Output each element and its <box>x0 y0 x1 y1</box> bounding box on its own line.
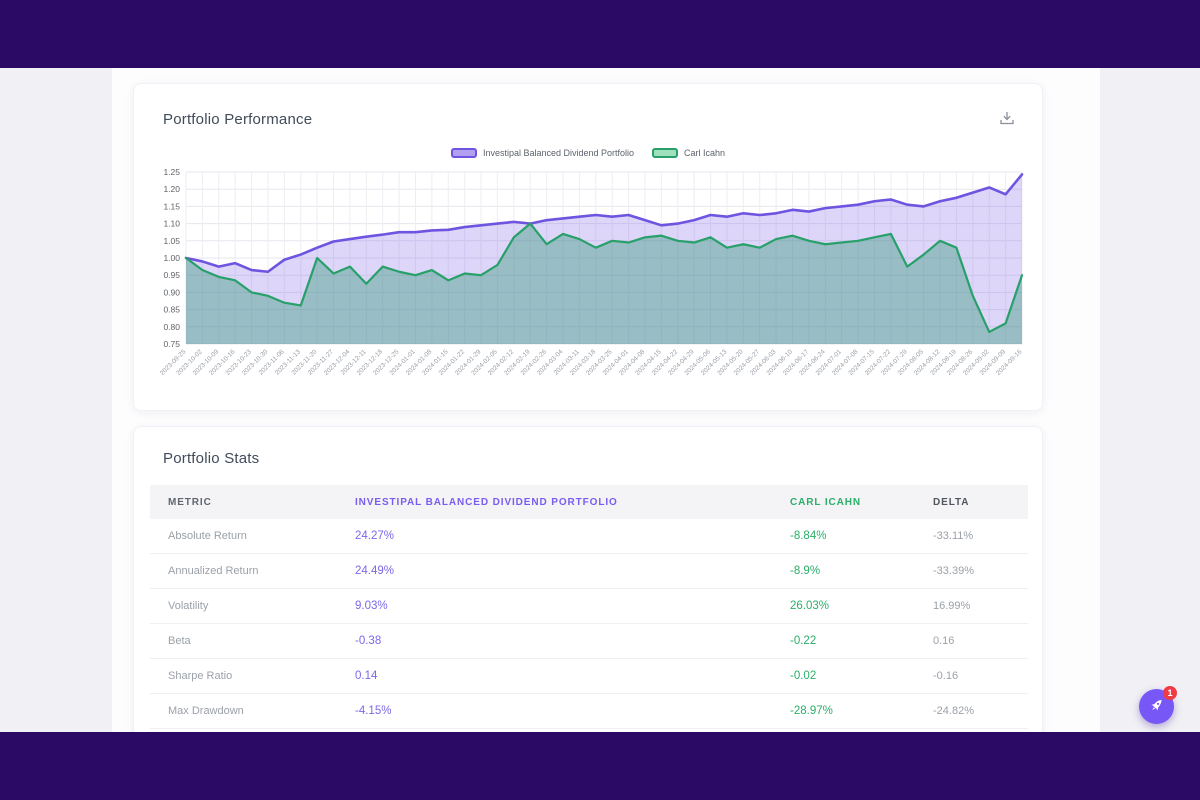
stats-table: METRIC INVESTIPAL BALANCED DIVIDEND PORT… <box>150 485 1028 729</box>
notification-badge: 1 <box>1163 686 1177 700</box>
legend-swatch-carl-icahn <box>652 148 679 158</box>
stats-card-title: Portfolio Stats <box>163 450 260 467</box>
table-row: Beta -0.38 -0.22 0.16 <box>150 624 1028 659</box>
svg-text:0.95: 0.95 <box>163 270 180 280</box>
delta-value: 0.16 <box>933 635 955 647</box>
carl-icahn-value: -0.22 <box>790 635 817 647</box>
portfolio-value: 24.27% <box>355 530 395 542</box>
rocket-icon <box>1148 697 1165 717</box>
download-button[interactable] <box>994 108 1020 132</box>
performance-card: Portfolio Performance Investipal Balance… <box>133 83 1043 411</box>
metric-label: Beta <box>168 635 191 647</box>
top-band <box>0 0 1200 68</box>
delta-value: -0.16 <box>933 670 959 682</box>
svg-text:1.20: 1.20 <box>163 184 180 194</box>
portfolio-value: -0.38 <box>355 635 382 647</box>
legend-label-portfolio: Investipal Balanced Dividend Portfolio <box>482 148 635 158</box>
metric-label: Annualized Return <box>168 565 259 577</box>
metric-label: Absolute Return <box>168 530 247 542</box>
legend-item-carl-icahn[interactable]: Carl Icahn <box>652 148 725 158</box>
carl-icahn-value: 26.03% <box>790 600 830 612</box>
portfolio-value: 24.49% <box>355 565 395 577</box>
delta-value: -33.39% <box>933 565 974 577</box>
delta-value: 16.99% <box>933 600 971 612</box>
carl-icahn-value: -28.97% <box>790 705 833 717</box>
header-portfolio: INVESTIPAL BALANCED DIVIDEND PORTFOLIO <box>355 496 618 508</box>
header-carl-icahn: CARL ICAHN <box>790 496 862 508</box>
performance-card-title: Portfolio Performance <box>163 111 313 128</box>
table-row: Annualized Return 24.49% -8.9% -33.39% <box>150 554 1028 589</box>
content-panel: Portfolio Performance Investipal Balance… <box>112 68 1100 732</box>
header-delta: DELTA <box>933 496 970 508</box>
header-metric: METRIC <box>168 496 212 508</box>
metric-label: Sharpe Ratio <box>168 670 233 682</box>
portfolio-value: 9.03% <box>355 600 388 612</box>
table-row: Volatility 9.03% 26.03% 16.99% <box>150 589 1028 624</box>
svg-text:1.15: 1.15 <box>163 201 180 211</box>
metric-label: Max Drawdown <box>168 705 244 717</box>
carl-icahn-value: -8.9% <box>790 565 821 577</box>
delta-value: -24.82% <box>933 705 974 717</box>
performance-chart[interactable]: 1.25 1.20 1.15 1.10 1.05 1.00 0.95 0.90 0.85 0.80… <box>146 164 1032 404</box>
table-row: Absolute Return 24.27% -8.84% -33.11% <box>150 519 1028 554</box>
table-row: Sharpe Ratio 0.14 -0.02 -0.16 <box>150 659 1028 694</box>
svg-text:0.90: 0.90 <box>163 287 180 297</box>
svg-text:0.85: 0.85 <box>163 305 180 315</box>
legend-swatch-portfolio <box>450 148 477 158</box>
table-row: Max Drawdown -4.15% -28.97% -24.82% <box>150 694 1028 729</box>
stats-table-header: METRIC INVESTIPAL BALANCED DIVIDEND PORT… <box>150 485 1028 519</box>
portfolio-value: 0.14 <box>355 670 378 682</box>
svg-text:1.00: 1.00 <box>163 253 180 263</box>
svg-text:1.25: 1.25 <box>163 167 180 177</box>
svg-text:1.05: 1.05 <box>163 236 180 246</box>
carl-icahn-value: -8.84% <box>790 530 827 542</box>
bottom-band <box>0 732 1200 800</box>
svg-text:0.75: 0.75 <box>163 339 180 349</box>
carl-icahn-value: -0.02 <box>790 670 817 682</box>
chart-legend: Investipal Balanced Dividend Portfolio C… <box>134 148 1042 158</box>
svg-text:0.80: 0.80 <box>163 322 180 332</box>
download-icon <box>999 111 1015 129</box>
svg-text:1.10: 1.10 <box>163 219 180 229</box>
stats-card: Portfolio Stats METRIC INVESTIPAL BALANC… <box>133 426 1043 732</box>
legend-item-portfolio[interactable]: Investipal Balanced Dividend Portfolio <box>450 148 635 158</box>
legend-label-carl-icahn: Carl Icahn <box>684 148 726 158</box>
metric-label: Volatility <box>168 600 209 612</box>
portfolio-value: -4.15% <box>355 705 392 717</box>
delta-value: -33.11% <box>933 530 974 542</box>
